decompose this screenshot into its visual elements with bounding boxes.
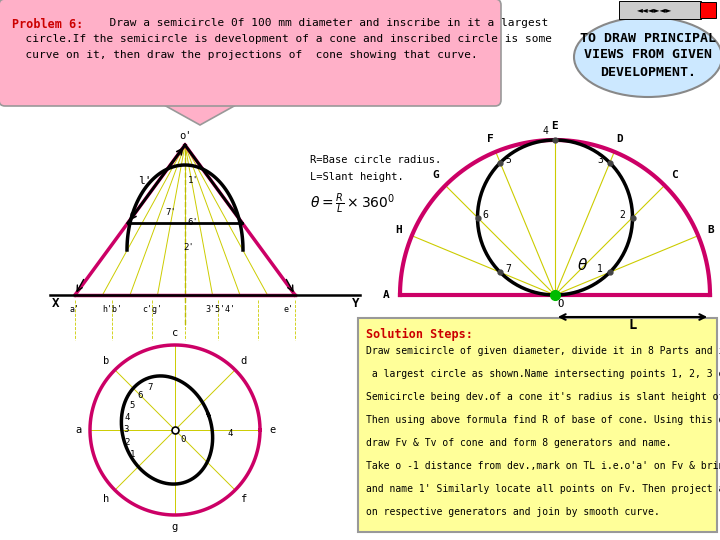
Text: 2: 2 [620,210,626,219]
Text: 3: 3 [123,426,128,435]
Text: 5: 5 [505,154,511,165]
Text: draw Fv & Tv of cone and form 8 generators and name.: draw Fv & Tv of cone and form 8 generato… [366,438,672,448]
Text: VIEWS FROM GIVEN: VIEWS FROM GIVEN [584,49,712,62]
Text: E: E [552,121,559,131]
Text: curve on it, then draw the projections of  cone showing that curve.: curve on it, then draw the projections o… [12,50,478,60]
Text: 4: 4 [542,126,548,136]
Text: TO DRAW PRINCIPAL: TO DRAW PRINCIPAL [580,31,716,44]
Text: 7': 7' [165,208,176,217]
Text: 1: 1 [130,450,135,459]
Text: O: O [557,299,563,309]
Text: 6: 6 [138,390,143,400]
Text: Draw a semicircle 0f 100 mm diameter and inscribe in it a largest: Draw a semicircle 0f 100 mm diameter and… [96,18,548,28]
Text: C: C [671,171,678,180]
Text: Semicircle being dev.of a cone it's radius is slant height of cone.( L ): Semicircle being dev.of a cone it's radi… [366,392,720,402]
Text: 7: 7 [505,264,511,274]
Text: L=Slant height.: L=Slant height. [310,172,404,182]
Text: 2': 2' [183,243,194,252]
Text: b: b [103,356,109,367]
Text: $\theta$: $\theta$ [577,257,588,273]
Text: and name 1' Similarly locate all points on Fv. Then project all on Tv: and name 1' Similarly locate all points … [366,484,720,494]
Text: ◄◄◄►◄►: ◄◄◄►◄► [637,5,672,15]
Text: 5: 5 [130,401,135,410]
Text: circle.If the semicircle is development of a cone and inscribed circle is some: circle.If the semicircle is development … [12,34,552,44]
Text: o': o' [179,131,192,141]
Text: 0: 0 [180,435,186,444]
Text: d: d [240,356,247,367]
Text: $\theta = \frac{R}{L}\times 360^0$: $\theta = \frac{R}{L}\times 360^0$ [310,192,395,217]
Text: a': a' [70,305,80,314]
FancyBboxPatch shape [0,0,501,106]
Text: a largest circle as shown.Name intersecting points 1, 2, 3 etc.: a largest circle as shown.Name intersect… [366,369,720,379]
Polygon shape [155,100,245,125]
Text: e': e' [283,305,293,314]
Text: g: g [172,522,178,532]
Text: 1: 1 [597,264,603,274]
Text: 6': 6' [187,218,198,227]
Text: Y: Y [352,297,359,310]
Text: e: e [269,425,275,435]
Text: F: F [487,134,494,144]
FancyBboxPatch shape [358,318,717,532]
Text: L: L [629,318,636,332]
Text: D: D [616,134,623,144]
Text: h: h [103,494,109,504]
Text: X: X [52,297,60,310]
Text: Draw semicircle of given diameter, divide it in 8 Parts and inscribe in it: Draw semicircle of given diameter, divid… [366,346,720,356]
Text: 2: 2 [125,438,130,447]
Text: l': l' [138,176,152,186]
Text: a: a [75,425,81,435]
FancyBboxPatch shape [619,1,701,19]
Text: c'g': c'g' [142,305,162,314]
Text: f: f [240,494,247,504]
Text: 3: 3 [597,154,603,165]
Text: 4: 4 [125,413,130,422]
Text: B: B [708,225,714,235]
Text: G: G [432,171,439,180]
Text: 6: 6 [482,210,488,219]
Text: Solution Steps:: Solution Steps: [366,328,473,341]
Text: DEVELOPMENT.: DEVELOPMENT. [600,65,696,78]
Text: Problem 6:: Problem 6: [12,18,84,31]
Text: 1': 1' [188,176,199,185]
Text: 3'5'4': 3'5'4' [205,305,235,314]
Ellipse shape [574,17,720,97]
Text: Take o -1 distance from dev.,mark on TL i.e.o'a' on Fv & bring on o'b': Take o -1 distance from dev.,mark on TL … [366,461,720,471]
Text: H: H [395,225,402,235]
Bar [700,2,716,18]
Text: A: A [382,290,390,300]
Text: R=Base circle radius.: R=Base circle radius. [310,155,441,165]
Text: h'b': h'b' [102,305,122,314]
Text: on respective generators and join by smooth curve.: on respective generators and join by smo… [366,507,660,517]
Text: c: c [172,328,178,338]
Text: Then using above formula find R of base of cone. Using this data: Then using above formula find R of base … [366,415,720,425]
Text: 4: 4 [228,429,233,437]
Text: 7: 7 [148,383,153,392]
